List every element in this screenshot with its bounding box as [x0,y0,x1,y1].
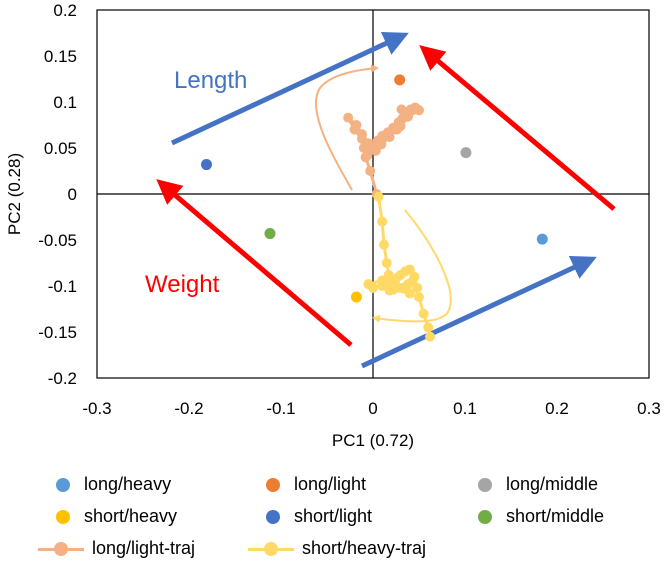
legend-item-long-middle: long/middle [478,474,598,495]
short-heavy-traj-point [381,258,392,268]
legend-label: short/heavy-traj [302,538,427,558]
y-tick-label: -0.15 [38,323,77,342]
short-heavy-traj-point [418,308,429,319]
short-heavy-traj-point [373,191,384,202]
y-tick-label: 0.05 [44,139,77,158]
short-light-point [200,159,212,171]
pca-scatter-chart: -0.3 -0.2 -0.1 0 0.1 0.2 0.3 -0.2 -0.15 -0.1 -0.05… [5,1,661,450]
legend-label: long/light [294,474,367,494]
legend-item-short-heavy-traj: short/heavy-traj [248,538,426,559]
y-tick-label: -0.2 [48,369,77,388]
legend-label: short/light [294,506,373,526]
x-tick-label: 0.1 [453,399,477,418]
weight-arrow-right [419,45,616,211]
long-light-traj-point [343,112,354,123]
long-light-traj-point [396,104,407,115]
length-arrow-lower [360,256,597,369]
legend-label: short/middle [506,506,605,526]
long-light-traj-point [414,105,424,116]
legend-label: long/heavy [84,474,172,494]
legend-marker [478,477,492,492]
long-middle-point [460,147,472,159]
x-tick-label: -0.3 [82,399,111,418]
x-tick-label: -0.2 [174,399,203,418]
short-heavy-traj-point [423,322,434,333]
short-heavy-traj-point [407,276,418,287]
long-light-traj-point [395,120,406,131]
legend-marker [478,509,492,524]
legend-item-long-heavy: long/heavy [56,474,171,495]
y-tick-label: 0 [68,185,77,204]
short-middle-point [264,228,276,240]
y-tick-label: -0.05 [38,231,77,250]
x-tick-label: -0.1 [266,399,295,418]
legend-item-short-light: short/light [266,506,372,527]
legend-item-long-light-traj: long/light-traj [38,538,195,559]
length-arrow-upper [170,32,409,146]
long-light-traj-point [362,150,373,161]
legend-marker [266,509,280,524]
legend-line-marker [248,541,294,556]
trajectory-layer [343,102,436,342]
long-light-guide-curve [314,64,379,191]
short-heavy-traj-point [377,275,388,286]
y-tick-label: 0.1 [53,93,77,112]
short-heavy-traj-point [404,264,415,275]
short-heavy-traj-point [414,292,424,303]
short-heavy-traj-point [404,288,415,299]
legend-marker [56,509,70,524]
short-heavy-traj-point [388,284,399,295]
short-heavy-traj-point [363,279,374,290]
y-tick-label: 0.15 [44,47,77,66]
long-light-traj-point [349,124,360,135]
legend: long/heavy long/light long/middle short/… [0,466,664,561]
short-heavy-traj-point [425,331,436,342]
length-annotation: Length [174,67,247,94]
long-light-point [394,74,406,86]
point-layer [200,74,548,303]
weight-annotation: Weight [145,271,220,298]
legend-marker [56,477,70,492]
short-heavy-guide-curve [372,209,452,323]
legend-label: long/light-traj [92,538,196,558]
legend-line-marker [38,541,84,556]
long-light-traj-point [402,111,413,122]
x-tick-label: 0 [368,399,377,418]
weight-arrow-left [156,179,353,347]
tick-label-layer: -0.3 -0.2 -0.1 0 0.1 0.2 0.3 -0.2 -0.15 -0.1 -0.05… [38,1,661,418]
legend-label: short/heavy [84,506,178,526]
y-tick-label: 0.2 [53,1,77,20]
long-light-traj-point [364,141,375,152]
long-heavy-point [536,233,548,245]
legend-marker [266,477,280,492]
legend-item-short-heavy: short/heavy [56,506,177,527]
short-heavy-point [350,291,362,303]
short-heavy-traj-point [379,239,390,250]
legend-item-long-light: long/light [266,474,366,495]
y-axis-title: PC2 (0.28) [5,153,24,235]
legend-label: long/middle [506,474,599,494]
short-heavy-traj-point [377,216,388,227]
long-light-traj-point [365,166,376,176]
legend-item-short-middle: short/middle [478,506,604,527]
x-tick-label: 0.2 [545,399,569,418]
long-light-traj-point [384,131,395,142]
x-axis-title: PC1 (0.72) [332,431,414,450]
x-tick-label: 0.3 [637,399,661,418]
y-tick-label: -0.1 [48,277,77,296]
